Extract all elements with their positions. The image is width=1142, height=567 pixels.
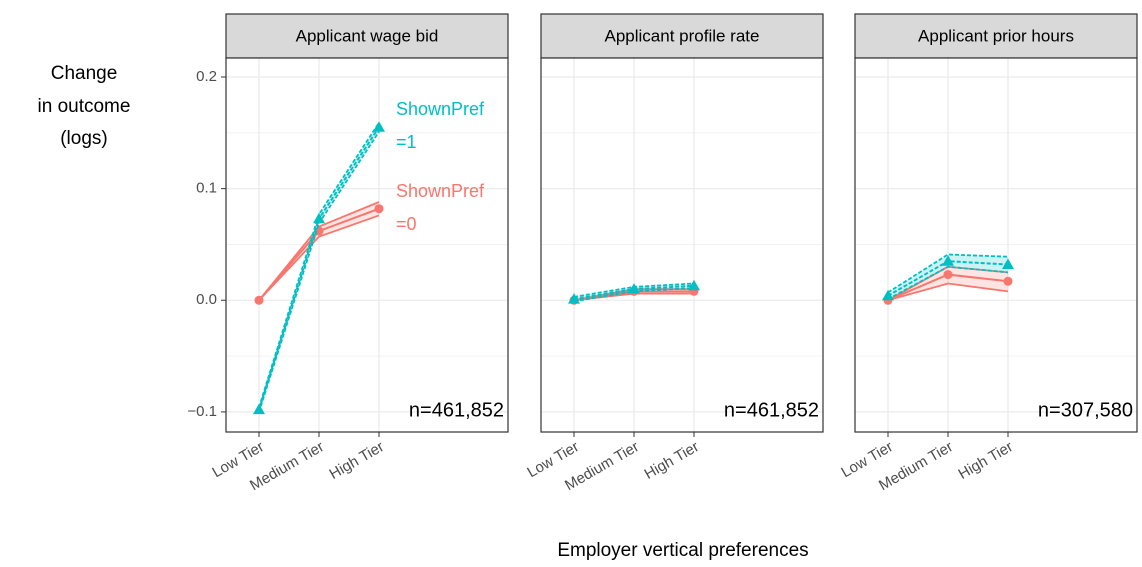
ci-lower xyxy=(258,131,380,413)
panel-border xyxy=(854,57,1138,433)
panel-title: Applicant wage bid xyxy=(296,26,439,45)
point xyxy=(253,403,265,415)
point xyxy=(688,279,700,291)
n-label: n=307,580 xyxy=(1038,399,1133,421)
ci-ribbon xyxy=(888,254,1008,300)
panel-title: Applicant prior hours xyxy=(918,26,1074,45)
annotation: =0 xyxy=(396,214,417,234)
x-axis-title: Employer vertical preferences xyxy=(557,540,808,561)
n-label: n=461,852 xyxy=(724,399,819,421)
point xyxy=(942,255,954,266)
point xyxy=(943,270,953,280)
point xyxy=(1003,276,1013,286)
point xyxy=(373,121,385,132)
annotation: =1 xyxy=(396,132,417,152)
x-tick-label: High Tier xyxy=(955,438,1015,483)
panel-title: Applicant profile rate xyxy=(605,26,760,45)
y-tick-label: 0.2 xyxy=(196,68,217,85)
ci-lower xyxy=(258,214,380,301)
y-tick-label: −0.1 xyxy=(187,403,217,420)
panel-bg xyxy=(855,58,1137,432)
y-tick-label: 0.0 xyxy=(196,291,217,308)
point xyxy=(313,212,325,224)
point xyxy=(568,293,580,304)
panel-bg xyxy=(541,58,823,432)
x-tick-label: High Tier xyxy=(326,438,386,483)
y-tick-label: 0.1 xyxy=(196,180,217,197)
strip xyxy=(854,13,1138,59)
point xyxy=(628,283,640,294)
y-axis-title: in outcome xyxy=(38,96,131,117)
annotation: ShownPref xyxy=(396,181,485,201)
ci-ribbon xyxy=(259,202,379,301)
strip xyxy=(225,13,509,59)
point xyxy=(882,289,894,301)
annotation: ShownPref xyxy=(396,99,485,119)
point xyxy=(254,295,264,305)
panel-border xyxy=(540,57,824,433)
y-axis-title: (logs) xyxy=(60,128,108,149)
point xyxy=(1002,258,1014,270)
strip xyxy=(540,13,824,59)
ci-lower xyxy=(887,265,1009,300)
point xyxy=(374,204,384,214)
n-label: n=461,852 xyxy=(409,399,504,421)
ci-upper xyxy=(887,253,1009,294)
y-axis-title: Change xyxy=(51,63,118,84)
ci-lower xyxy=(887,282,1009,302)
x-tick-label: High Tier xyxy=(641,438,701,483)
panel-border xyxy=(225,57,509,433)
